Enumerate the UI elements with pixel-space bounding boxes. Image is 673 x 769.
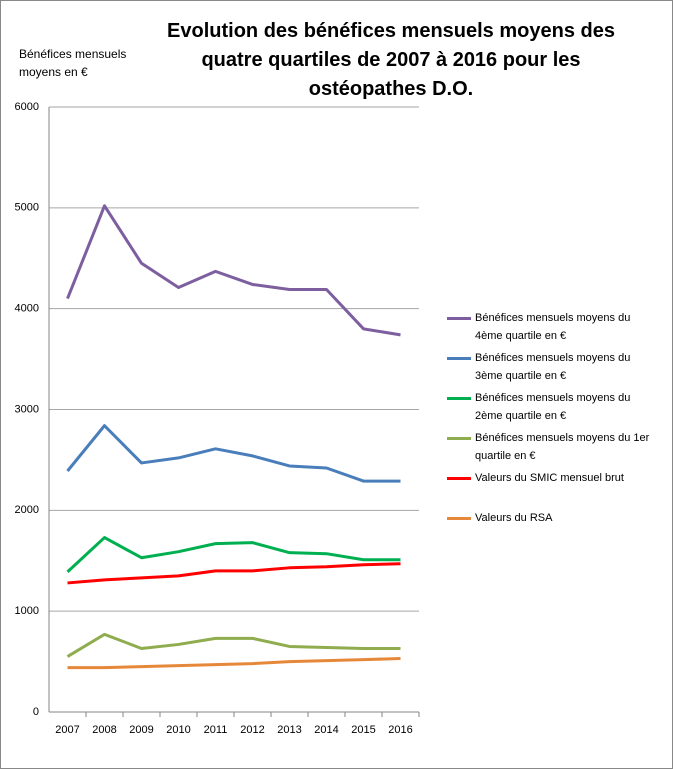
legend-label: Valeurs du RSA [475,512,553,524]
legend-label: Valeurs du SMIC mensuel brut [475,472,624,484]
x-tick-label: 2014 [314,724,338,736]
legend-item: Bénéfices mensuels moyens du 1er quartil… [447,429,657,465]
y-tick-label: 4000 [15,303,39,315]
legend-swatch [447,517,471,520]
chart-title: Evolution des bénéfices mensuels moyens … [167,20,615,100]
x-tick-label: 2010 [166,724,190,736]
legend-swatch [447,437,471,440]
legend-item: Valeurs du RSA [447,509,657,527]
x-tick-label: 2008 [92,724,116,736]
y-tick-label: 2000 [15,504,39,516]
legend-swatch [447,397,471,400]
y-tick-label: 1000 [15,605,39,617]
y-tick-label: 6000 [15,101,39,113]
series-line [66,536,401,573]
x-tick-label: 2009 [129,724,153,736]
legend-label: Bénéfices mensuels moyens du 2ème quarti… [475,392,631,422]
legend-swatch [447,357,471,360]
legend-item: Valeurs du SMIC mensuel brut [447,469,657,487]
x-tick-label: 2013 [277,724,301,736]
legend-label: Bénéfices mensuels moyens du 1er quartil… [475,432,650,462]
y-tick-label: 3000 [15,403,39,415]
series-line [66,632,401,658]
legend-label: Bénéfices mensuels moyens du 3ème quarti… [475,352,631,382]
legend-label: Bénéfices mensuels moyens du 4ème quarti… [475,312,631,342]
x-tick-label: 2016 [388,724,412,736]
y-axis-title: Bénéfices mensuels moyens en € [19,47,127,79]
legend-item: Bénéfices mensuels moyens du 4ème quarti… [447,309,657,345]
y-tick-label: 5000 [15,202,39,214]
legend-item: Bénéfices mensuels moyens du 2ème quarti… [447,389,657,425]
legend-swatch [447,317,471,320]
x-tick-label: 2015 [351,724,375,736]
series-line [67,562,401,585]
x-tick-label: 2007 [55,724,79,736]
x-tick-label: 2011 [204,724,228,736]
x-tick-label: 2012 [240,724,264,736]
legend-item: Bénéfices mensuels moyens du 3ème quarti… [447,349,657,385]
series-line [66,424,401,483]
series-line [66,204,401,337]
legend-swatch [447,477,471,480]
y-tick-label: 0 [33,706,39,718]
series-line [67,657,401,670]
